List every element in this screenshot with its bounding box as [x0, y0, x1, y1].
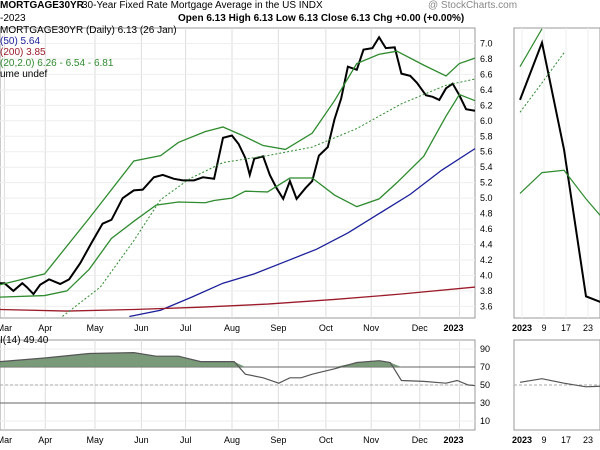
x-tick-label: Nov: [363, 435, 380, 445]
x-tick-label: Apr: [38, 323, 52, 333]
x-tick-label: Oct: [319, 435, 334, 445]
zoom-series-line: [519, 39, 600, 303]
rsi-tick-label: 10: [480, 416, 490, 426]
grid-lines: [0, 28, 600, 430]
y-tick-label: 5.6: [480, 147, 493, 157]
y-tick-label: 4.4: [480, 240, 493, 250]
series-line-bb-middle: [62, 78, 476, 317]
y-tick-label: 5.0: [480, 193, 493, 203]
y-tick-label: 6.6: [480, 69, 493, 79]
rsi-tick-label: 90: [480, 344, 490, 354]
x-tick-label: Dec: [412, 435, 429, 445]
series-lines: [0, 35, 476, 318]
x-tick-label: Sep: [270, 435, 286, 445]
y-tick-label: 5.4: [480, 162, 493, 172]
x-tick-label: 2023: [444, 323, 464, 333]
x-tick-label: Mar: [0, 323, 12, 333]
y-tick-label: 4.2: [480, 255, 493, 265]
zoom-series-line: [519, 52, 565, 113]
symbol: MORTGAGE30YR: [0, 0, 84, 11]
zoom-panel: [519, 28, 600, 388]
y-tick-label: 3.8: [480, 286, 493, 296]
x-tick-label: Apr: [38, 435, 52, 445]
x-tick-label: Jun: [134, 323, 149, 333]
y-tick-label: 6.4: [480, 85, 493, 95]
panel-frame: [0, 27, 476, 319]
ohlc-readout: Open 6.13 High 6.13 Low 6.13 Close 6.13 …: [178, 13, 465, 24]
date-fragment: -2023: [0, 13, 26, 24]
rsi-tick-label: 70: [480, 362, 490, 372]
watermark: @ StockCharts.com: [428, 0, 518, 11]
zoom-x-tick-label: 9: [541, 323, 546, 333]
series-line-ma-50-: [129, 148, 476, 318]
legend-entry: MORTGAGE30YR (Daily) 6.13 (26 Jan): [0, 25, 177, 36]
y-tick-label: 6.0: [480, 116, 493, 126]
rsi-tick-label: 50: [480, 380, 490, 390]
tick-labels: Mar Mar Apr Apr May May Jun Jun Jul Jul Aug Aug Sep S…: [0, 38, 593, 445]
panel-frame: [513, 27, 600, 319]
zoom-x-tick-label: 2023: [512, 323, 532, 333]
y-tick-label: 4.0: [480, 270, 493, 280]
x-tick-label: Oct: [319, 323, 334, 333]
y-tick-label: 3.6: [480, 301, 493, 311]
x-tick-label: Jul: [180, 323, 192, 333]
x-tick-label: 2023: [444, 435, 464, 445]
x-tick-label: May: [86, 323, 104, 333]
zoom-rsi-line: [519, 378, 600, 388]
x-tick-label: Dec: [412, 323, 429, 333]
rsi-line: [0, 351, 476, 387]
zoom-x-tick-label: 23: [583, 435, 593, 445]
x-tick-label: Sep: [270, 323, 286, 333]
y-tick-label: 4.8: [480, 209, 493, 219]
zoom-series-line: [519, 28, 543, 67]
y-tick-label: 5.8: [480, 131, 493, 141]
zoom-series-line: [519, 169, 600, 217]
x-tick-label: Mar: [0, 435, 12, 445]
y-tick-label: 7.0: [480, 38, 493, 48]
y-tick-label: 4.6: [480, 224, 493, 234]
zoom-x-tick-label: 17: [561, 323, 571, 333]
chart-title: 30-Year Fixed Rate Mortgage Average in t…: [82, 0, 323, 11]
x-tick-label: May: [86, 435, 104, 445]
rsi-label: I(14) 49.40: [0, 335, 49, 346]
legend-entry: (20,2.0) 6.26 - 6.54 - 6.81: [0, 58, 114, 69]
zoom-x-tick-label: 17: [561, 435, 571, 445]
series-line-mortgage30yr: [0, 35, 476, 296]
x-tick-label: Jun: [134, 435, 149, 445]
x-tick-label: Aug: [224, 323, 240, 333]
y-tick-label: 6.2: [480, 100, 493, 110]
y-tick-label: 5.2: [480, 178, 493, 188]
legend-entry: (50) 5.64: [0, 36, 41, 47]
rsi-panel: [0, 351, 476, 387]
legend-entry: ume undef: [0, 69, 48, 80]
x-tick-label: Nov: [363, 323, 380, 333]
series-line-ma-200-: [0, 286, 476, 312]
rsi-overbought-fill: [0, 352, 475, 367]
rsi-tick-label: 30: [480, 398, 490, 408]
zoom-x-tick-label: 9: [541, 435, 546, 445]
zoom-x-tick-label: 23: [583, 323, 593, 333]
x-tick-label: Aug: [224, 435, 240, 445]
series-line-bb-upper: [0, 50, 476, 286]
x-tick-label: Jul: [180, 435, 192, 445]
zoom-x-tick-label: 2023: [512, 435, 532, 445]
series-line-bb-lower: [0, 93, 476, 298]
legend-entry: (200) 3.85: [0, 47, 46, 58]
y-tick-label: 6.8: [480, 54, 493, 64]
